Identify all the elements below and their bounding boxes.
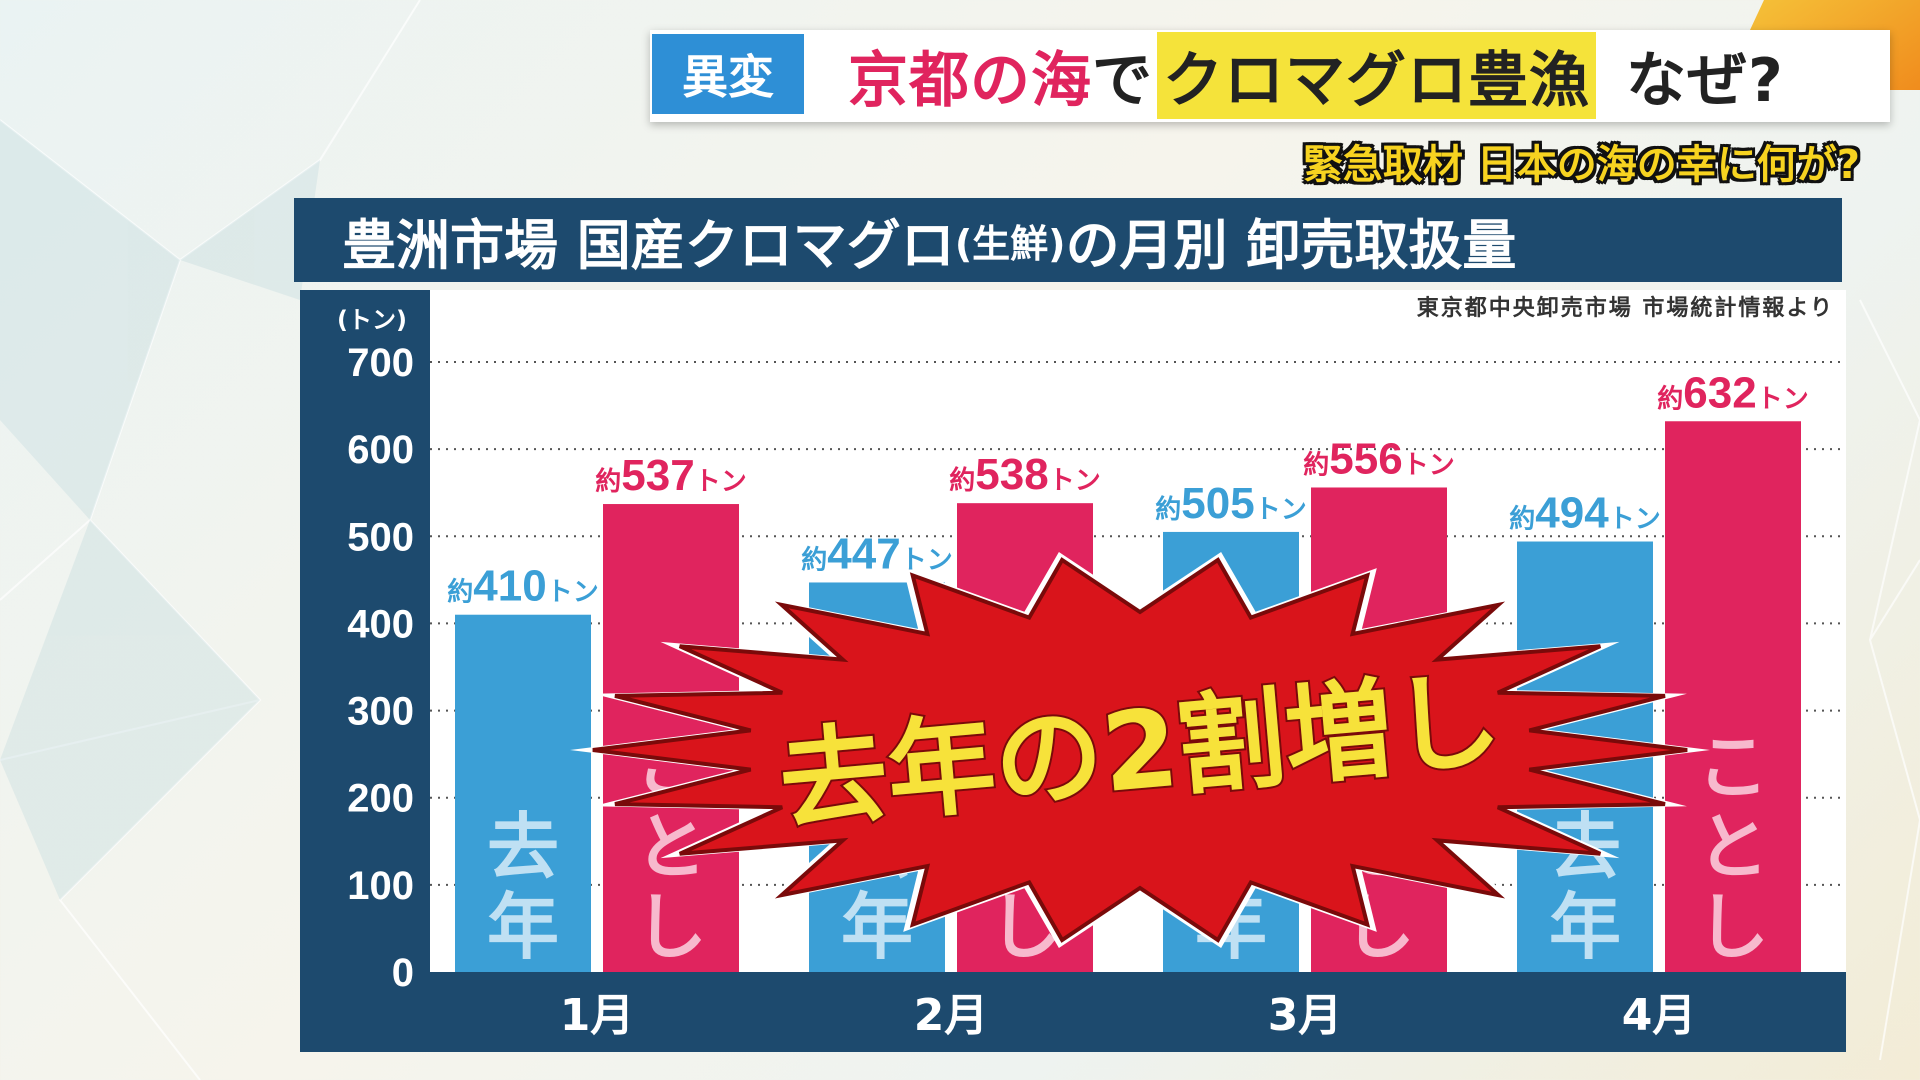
y-tick-label: 0 bbox=[392, 951, 414, 995]
x-tick-label: 3月 bbox=[1268, 990, 1343, 1041]
data-label: 約538トン bbox=[949, 450, 1100, 499]
headline-text: 京都の海 で クロマグロ豊漁 なぜ? bbox=[848, 31, 1784, 119]
bar-series-word: 年 bbox=[487, 885, 559, 969]
data-label: 約556トン bbox=[1303, 434, 1454, 483]
source-note: 東京都中央卸売市場 市場統計情報より bbox=[1416, 296, 1834, 321]
headline-tag: 異変 bbox=[652, 34, 804, 114]
x-tick-label: 4月 bbox=[1622, 990, 1697, 1041]
y-tick-label: 300 bbox=[347, 690, 414, 734]
bar-this-year bbox=[1665, 421, 1801, 972]
headline-highlight: クロマグロ豊漁 bbox=[1157, 31, 1596, 119]
y-tick-label: 700 bbox=[347, 341, 414, 385]
y-tick-label: 200 bbox=[347, 777, 414, 821]
data-label: 約537トン bbox=[595, 451, 746, 500]
y-tick-label: 500 bbox=[347, 515, 414, 559]
x-tick-label: 2月 bbox=[914, 990, 989, 1041]
data-label: 約447トン bbox=[801, 529, 952, 578]
data-label: 約494トン bbox=[1509, 489, 1660, 538]
bar-series-word: し bbox=[1697, 885, 1769, 969]
y-tick-label: 600 bbox=[347, 428, 414, 472]
y-tick-label: 100 bbox=[347, 864, 414, 908]
subheadline: 緊急取材 日本の海の幸に何が? bbox=[1302, 142, 1860, 188]
bar-series-word: 年 bbox=[1549, 885, 1621, 969]
bar-series-word: 去 bbox=[487, 805, 559, 889]
y-axis-unit: (トン) bbox=[337, 306, 407, 334]
y-tick-label: 400 bbox=[347, 602, 414, 646]
bar-last-year bbox=[455, 614, 591, 972]
headline-part3: なぜ? bbox=[1626, 45, 1784, 116]
data-label: 約505トン bbox=[1155, 479, 1306, 528]
chart-title-main1: 豊洲市場 国産クロマグロ bbox=[342, 213, 955, 277]
chart-title-main2: の月別 卸売取扱量 bbox=[1065, 213, 1517, 277]
data-label: 約410トン bbox=[447, 562, 598, 611]
bar-series-word: 年 bbox=[841, 885, 913, 969]
x-tick-label: 1月 bbox=[560, 990, 635, 1041]
bar-series-word: こ bbox=[1697, 725, 1769, 809]
bar-series-word: し bbox=[635, 885, 707, 969]
data-label: 約632トン bbox=[1657, 368, 1808, 417]
headline-part1: 京都の海 bbox=[848, 45, 1092, 116]
bar-series-word: と bbox=[1697, 805, 1769, 889]
chart-title-paren: (生鮮) bbox=[954, 221, 1066, 266]
chart-title: 豊洲市場 国産クロマグロ (生鮮) の月別 卸売取扱量 bbox=[294, 198, 1842, 282]
headline-part2: で bbox=[1092, 45, 1153, 116]
callout-burst bbox=[592, 557, 1688, 943]
